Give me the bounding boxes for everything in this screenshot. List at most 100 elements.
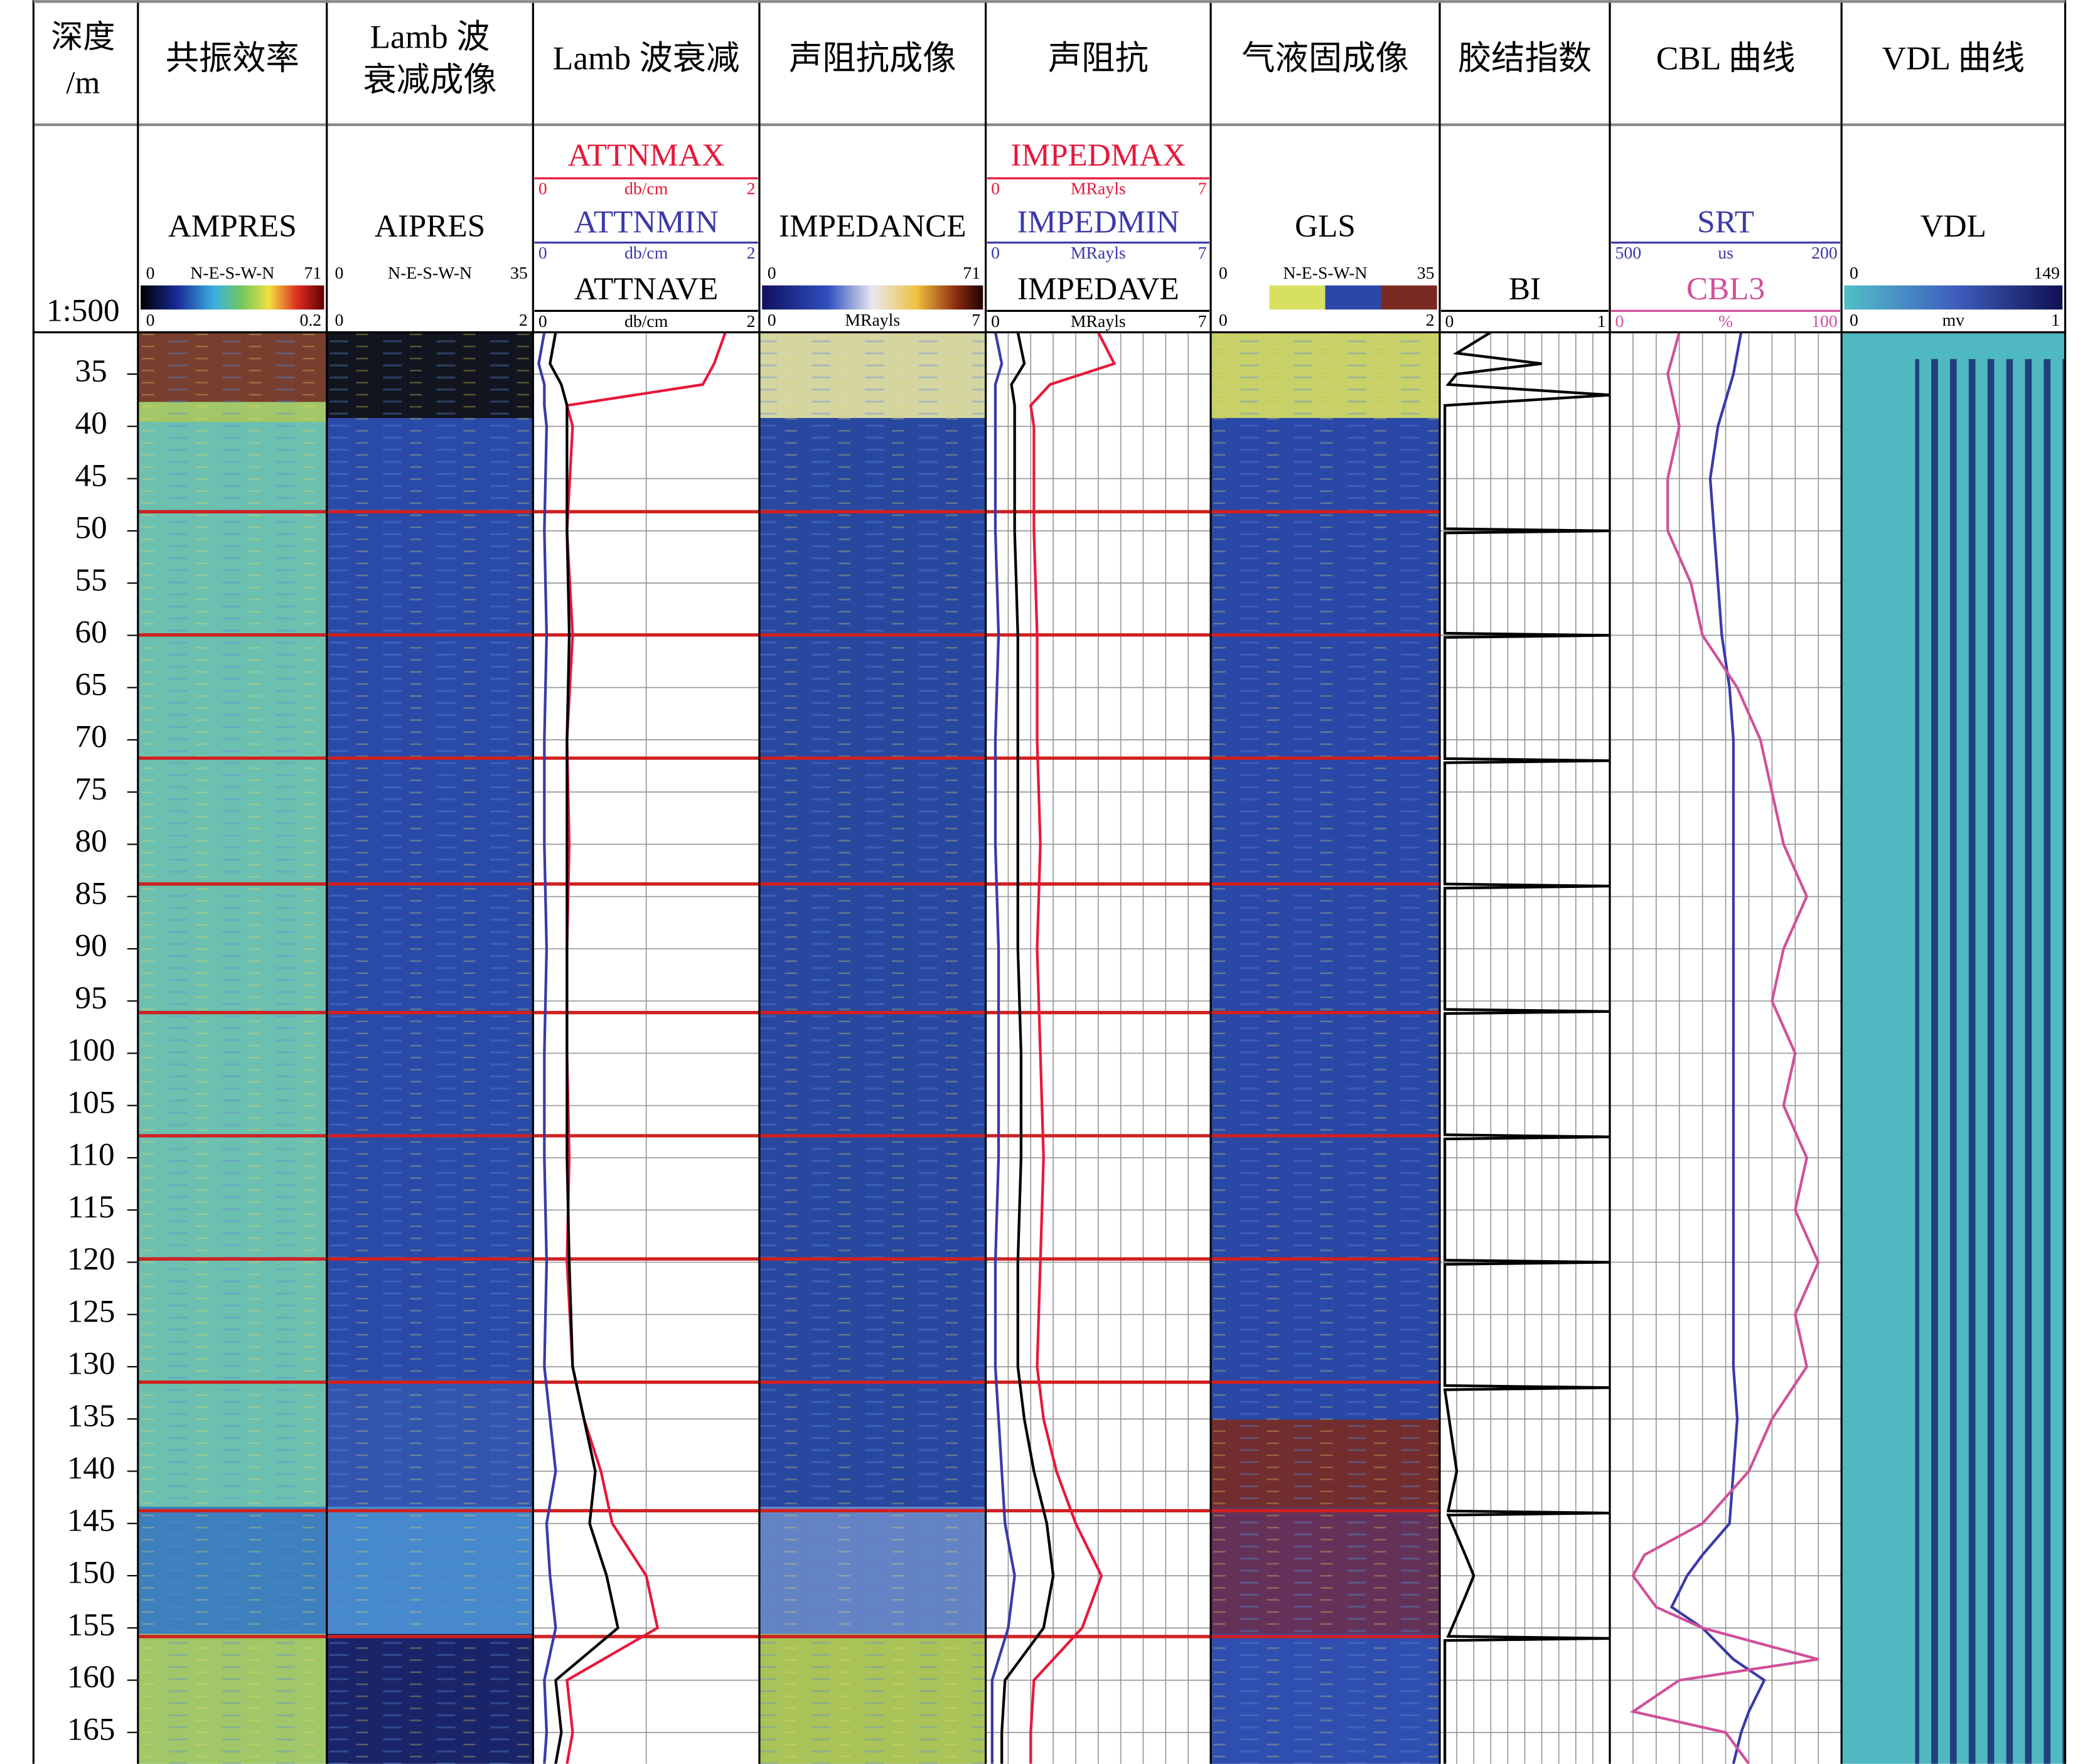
range-label: 71 — [304, 264, 321, 283]
depth-tick-label: 160 — [67, 1659, 115, 1695]
range-label: 71 — [963, 264, 980, 283]
range-label: 35 — [510, 264, 528, 283]
track-title: 声阻抗 — [1048, 40, 1149, 77]
scale-unit: db/cm — [624, 243, 668, 263]
colorbar-label: 2 — [1426, 311, 1435, 330]
colorbar-label: 0 — [768, 311, 776, 330]
colorbar-label: 0 — [1850, 311, 1858, 330]
scale-unit: MRayls — [1071, 312, 1126, 331]
scale-label: 0 — [991, 243, 1000, 263]
curve-name: GLS — [1295, 208, 1356, 244]
scale-label: 7 — [1198, 243, 1207, 263]
depth-tick-label: 40 — [75, 405, 107, 441]
scale-label: 0 — [991, 179, 1000, 199]
depth-tick-label: 100 — [67, 1032, 115, 1068]
colorbar-label: 0 — [1219, 311, 1228, 330]
curve-name: AMPRES — [168, 208, 297, 244]
curve-name: IMPEDMAX — [1010, 137, 1186, 173]
depth-tick-label: 65 — [75, 666, 107, 702]
curve — [1443, 332, 1610, 1764]
depth-tick-label: 70 — [75, 719, 107, 755]
depth-tick-label: 55 — [75, 562, 107, 598]
curve-name: BI — [1509, 271, 1541, 307]
curve-name: ATTNAVE — [574, 271, 718, 307]
scale-label: 200 — [1811, 243, 1838, 263]
track-title: 气液固成像 — [1241, 40, 1409, 77]
depth-tick-label: 95 — [75, 980, 107, 1016]
depth-tick-label: 125 — [67, 1293, 115, 1329]
azimuth-label: N-E-S-W-N — [190, 264, 274, 283]
curve — [1629, 332, 1820, 1764]
curve — [537, 332, 557, 1764]
scale-unit: MRayls — [1071, 243, 1126, 263]
depth-tick-label: 75 — [75, 771, 107, 807]
range-label: 0 — [146, 264, 155, 283]
curve-name: CBL3 — [1686, 271, 1765, 307]
range-label: 149 — [2033, 264, 2060, 283]
scale-label: 2 — [747, 243, 756, 263]
depth-tick-label: 45 — [75, 457, 107, 493]
depth-tick-label: 165 — [67, 1711, 115, 1747]
depth-unit: /m — [66, 65, 100, 101]
scale-label: 7 — [1198, 179, 1207, 199]
range-label: 0 — [768, 264, 776, 283]
curve-name: ATTNMIN — [574, 205, 718, 240]
range-label: 0 — [1219, 264, 1228, 283]
curve-name: IMPEDANCE — [779, 208, 967, 244]
depth-tick-label: 90 — [75, 928, 107, 964]
colorbar-label: 0.2 — [299, 311, 321, 330]
scale-label: 0 — [538, 179, 547, 199]
scale-label: 0 — [991, 312, 1000, 331]
depth-tick-label: 120 — [67, 1241, 115, 1277]
depth-tick-label: 150 — [67, 1555, 115, 1591]
depth-tick-label: 105 — [67, 1084, 115, 1120]
scale-label: 500 — [1615, 243, 1642, 263]
colorbar-label: 0 — [146, 311, 155, 330]
depth-tick-label: 155 — [67, 1607, 115, 1643]
colorbar — [1213, 285, 1437, 310]
depth-tick-label: 130 — [67, 1346, 115, 1382]
range-label: 0 — [1850, 264, 1858, 283]
colorbar-unit: MRayls — [845, 311, 900, 330]
depth-tick-label: 80 — [75, 823, 107, 859]
curve — [1000, 332, 1055, 1764]
track-title: Lamb 波衰减 — [553, 40, 740, 77]
vdl-waves — [1915, 359, 2065, 1764]
azimuth-label: N-E-S-W-N — [388, 264, 472, 283]
scale-unit: MRayls — [1071, 179, 1126, 199]
log-body: 深度/m1:5003540455055606570758085909510010… — [32, 0, 2067, 1764]
depth-tick-label: 115 — [68, 1189, 115, 1225]
azimuth-label: N-E-S-W-N — [1283, 264, 1368, 283]
colorbar — [762, 285, 983, 310]
colorbar-label: 7 — [972, 311, 980, 330]
depth-tick-label: 50 — [75, 510, 107, 546]
track-title: 衰减成像 — [363, 61, 496, 99]
curve-name: ATTNMAX — [567, 137, 724, 173]
curve-name: IMPEDAVE — [1017, 271, 1179, 307]
curve — [1029, 332, 1117, 1764]
image-texture — [1211, 332, 1440, 1764]
track-title: 声阻抗成像 — [789, 40, 956, 77]
colorbar-unit: mv — [1942, 311, 1965, 330]
track-title: CBL 曲线 — [1656, 40, 1796, 77]
colorbar — [1844, 285, 2063, 310]
depth-title: 深度 — [51, 19, 115, 55]
scale-label: 0 — [1615, 312, 1624, 331]
image-texture — [326, 332, 533, 1764]
track-title: 共振效率 — [166, 40, 299, 77]
track-title: VDL 曲线 — [1882, 40, 2025, 77]
scale-label: 0 — [538, 243, 547, 263]
depth-tick-label: 110 — [68, 1137, 115, 1173]
scale-unit: db/cm — [624, 312, 668, 331]
scale-unit: % — [1718, 312, 1733, 331]
colorbar-label: 1 — [2051, 311, 2060, 330]
track-title: Lamb 波 — [370, 18, 490, 56]
range-label: 35 — [1417, 264, 1435, 283]
colorbar — [141, 285, 324, 310]
scale-label: 1 — [1597, 312, 1606, 331]
depth-tick-label: 35 — [75, 353, 107, 389]
scale-label: 2 — [747, 312, 756, 331]
colorbar-label: 2 — [519, 311, 528, 330]
depth-tick-label: 60 — [75, 614, 107, 650]
